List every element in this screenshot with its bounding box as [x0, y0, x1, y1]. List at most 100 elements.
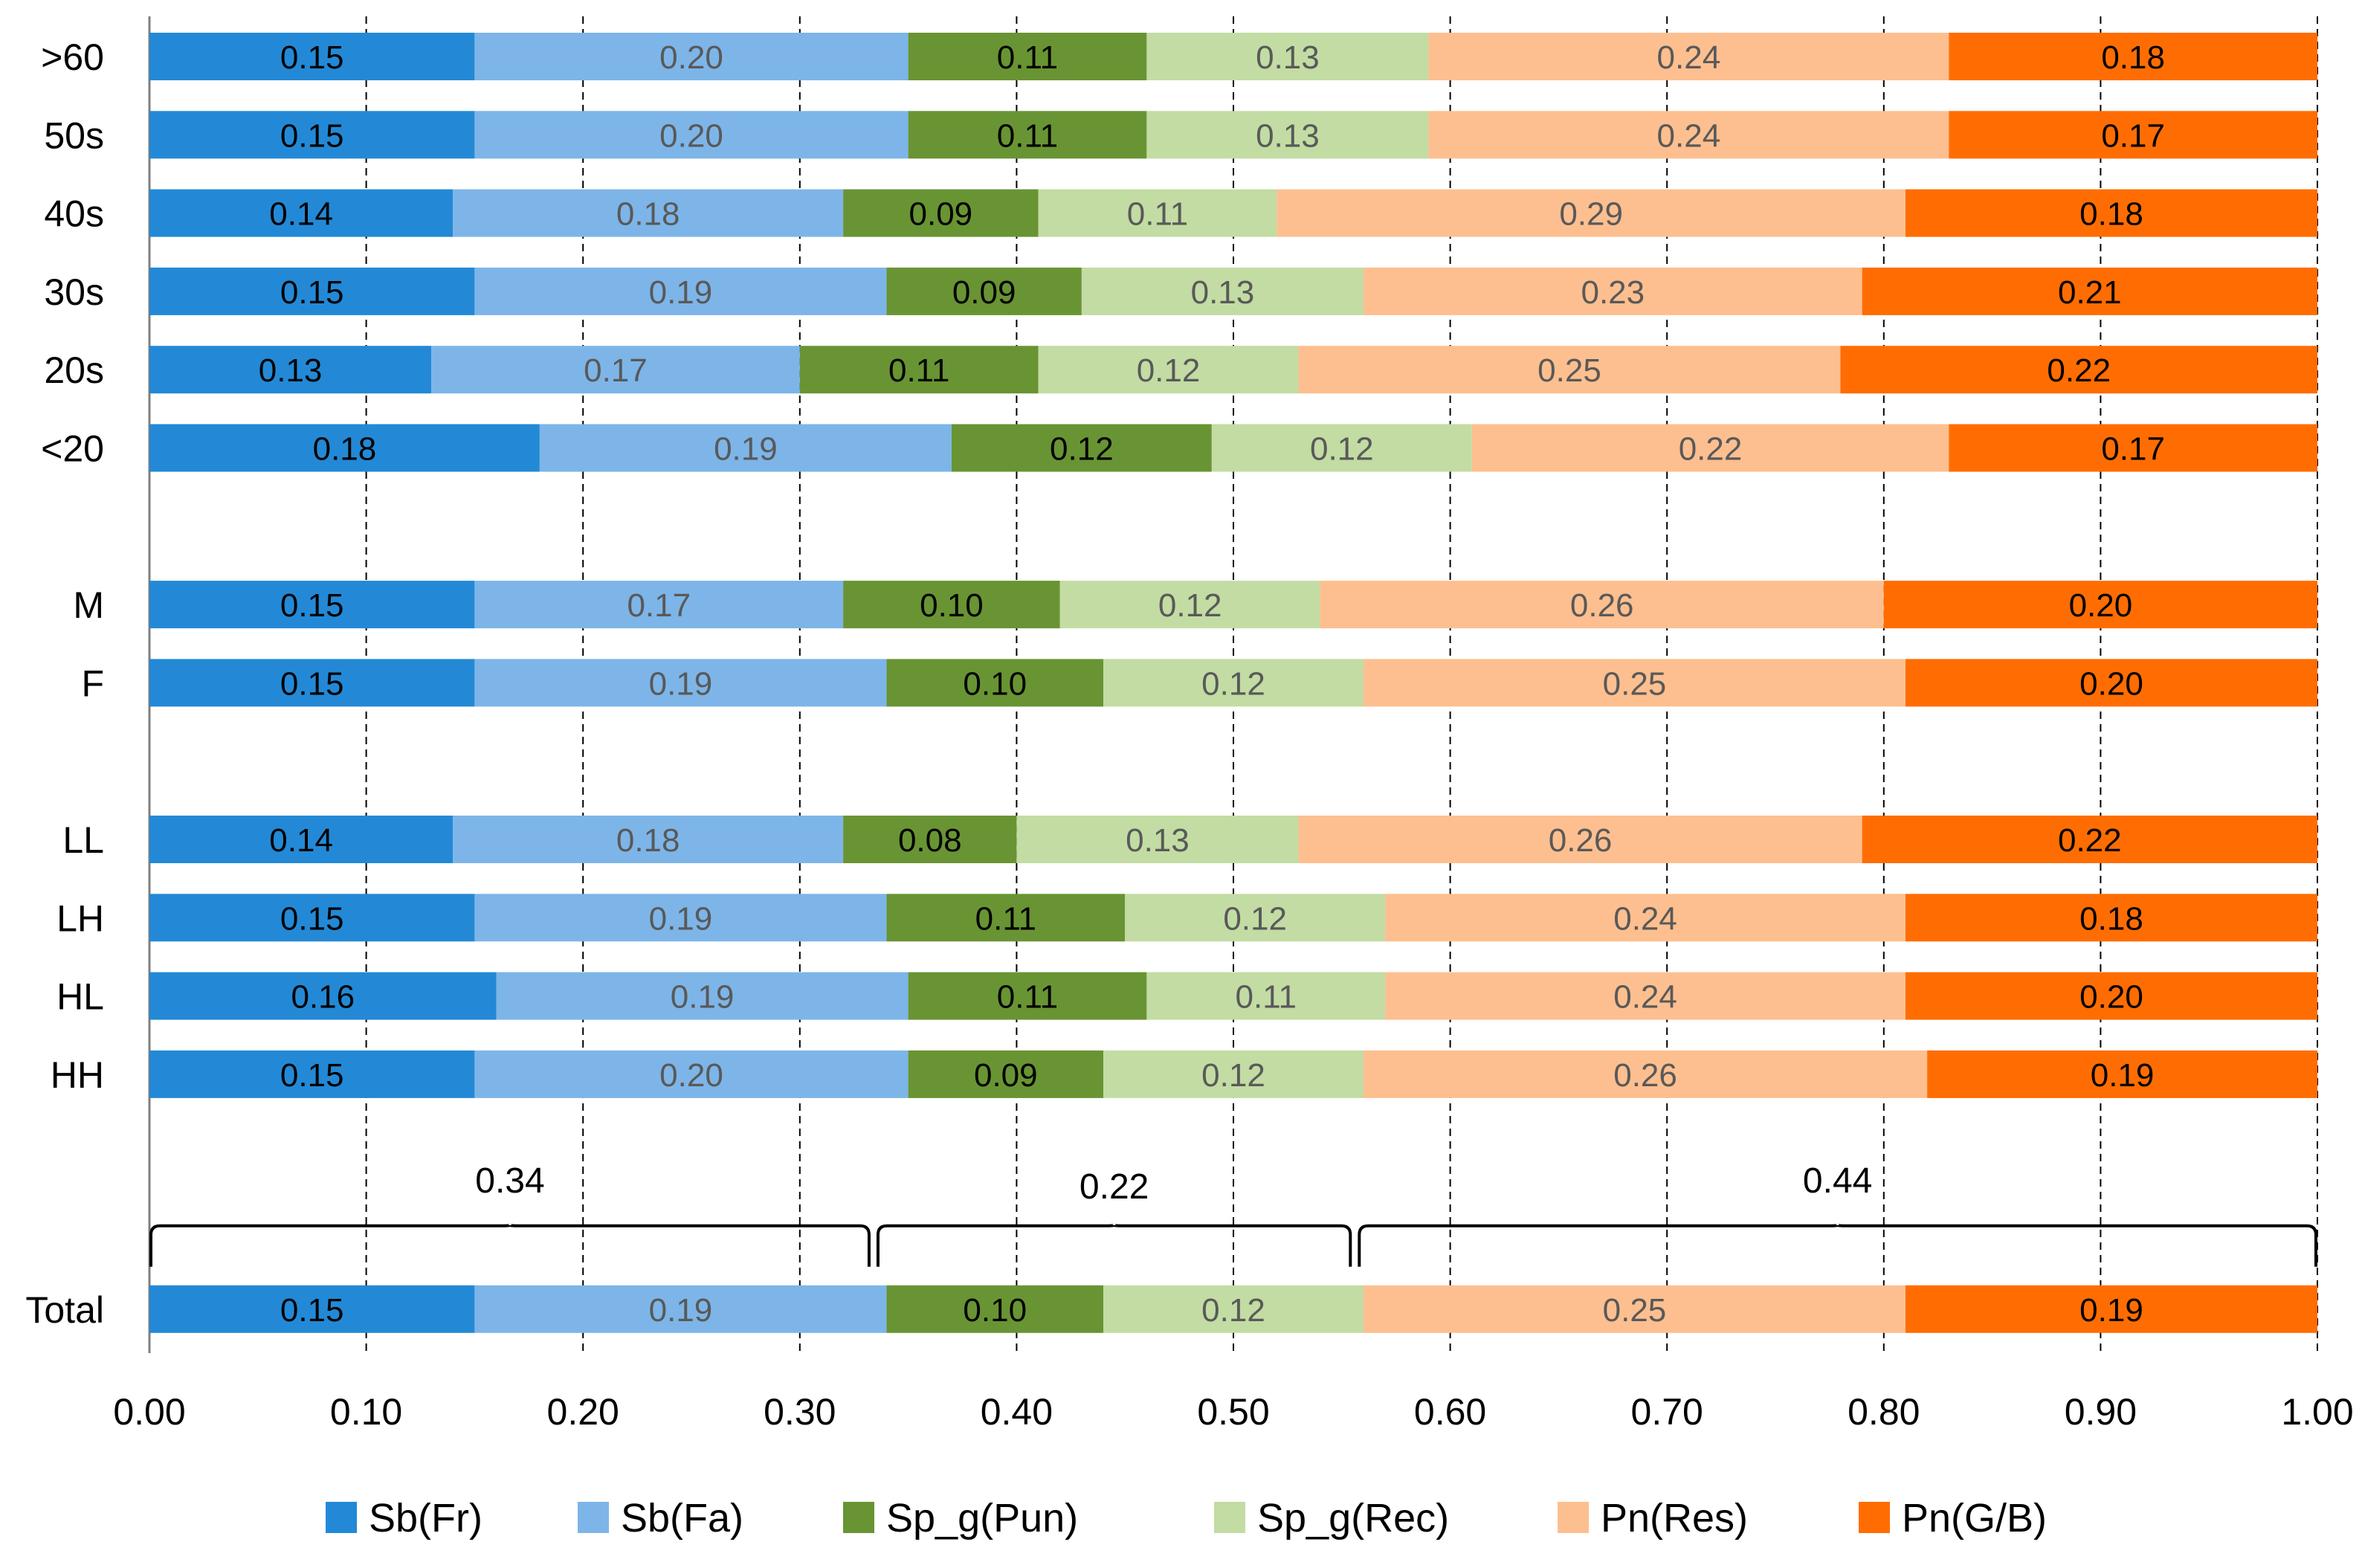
data-label-60-sb-fa: 0.20	[659, 39, 723, 76]
data-label-hl-sb-fa: 0.19	[671, 979, 735, 1016]
category-label-40s: 40s	[44, 193, 104, 235]
data-label-f-sp-g-rec: 0.12	[1201, 665, 1265, 702]
x-tick-label-0-00: 0.00	[113, 1391, 185, 1433]
bar-60-pn-res	[1428, 33, 1949, 80]
legend-label-pn-g-b: Pn(G/B)	[1902, 1496, 2047, 1540]
legend-swatch-sb-fr	[326, 1502, 357, 1533]
bar-area: 0.15 0.20 0.11 0.13 0.24 0.18 0.15 0.20 0.11 0.13…	[149, 33, 2317, 1333]
data-label-total-sb-fr: 0.15	[280, 1292, 344, 1329]
bar-20s-pn-res	[1298, 346, 1841, 394]
data-label-ll-sp-g-rec: 0.13	[1126, 822, 1190, 859]
data-label-lh-sp-g-rec: 0.12	[1223, 900, 1287, 937]
data-label-hh-sp-g-rec: 0.12	[1201, 1057, 1265, 1094]
bar-50s-sb-fa	[474, 111, 909, 159]
bar-m-pn-g-b	[1883, 581, 2317, 629]
bar-20s-sp-g-rec	[1038, 346, 1299, 394]
data-label-40s-sp-g-pun: 0.09	[909, 196, 973, 233]
data-label-40s-sp-g-rec: 0.11	[1127, 196, 1188, 233]
x-tick-label-0-80: 0.80	[1848, 1391, 1920, 1433]
axis-labels: 0.00 0.10 0.20 0.30 0.40 0.50 0.60 0.70 0.80 0.90…	[25, 36, 2353, 1433]
category-label-ll: LL	[62, 819, 104, 861]
bar-30s-sp-g-rec	[1081, 267, 1364, 315]
data-label-40s-pn-res: 0.29	[1559, 196, 1623, 233]
x-tick-label-0-90: 0.90	[2065, 1391, 2137, 1433]
data-label-60-sb-fr: 0.15	[280, 39, 344, 76]
bar-lh-sb-fr	[149, 894, 475, 942]
bar-50s-sp-g-rec	[1146, 111, 1429, 159]
data-label-60-sp-g-rec: 0.13	[1256, 39, 1320, 76]
legend: Sb(Fr) Sb(Fa) Sp_g(Pun) Sp_g(Rec) Pn(Res) Pn(…	[326, 1496, 2047, 1540]
x-tick-label-0-40: 0.40	[981, 1391, 1053, 1433]
data-label-hl-sp-g-pun: 0.11	[997, 979, 1058, 1016]
bar-40s-sp-g-pun	[843, 189, 1039, 237]
bar-ll-sp-g-rec	[1016, 816, 1299, 863]
x-tick-label-0-10: 0.10	[330, 1391, 402, 1433]
bar-lh-sp-g-pun	[886, 894, 1126, 942]
data-label-20-sp-g-rec: 0.12	[1310, 431, 1374, 468]
bar-20-sp-g-rec	[1211, 424, 1472, 472]
data-label-60-sp-g-pun: 0.11	[997, 39, 1058, 76]
category-label-hl: HL	[57, 976, 104, 1018]
data-label-ll-pn-g-b: 0.22	[2058, 822, 2122, 859]
data-label-lh-pn-g-b: 0.18	[2079, 900, 2143, 937]
legend-label-sb-fa: Sb(Fa)	[621, 1496, 743, 1540]
x-tick-label-0-50: 0.50	[1197, 1391, 1269, 1433]
x-tick-label-1-00: 1.00	[2281, 1391, 2353, 1433]
data-label-total-sb-fa: 0.19	[649, 1292, 713, 1329]
bar-30s-sb-fr	[149, 267, 475, 315]
bar-ll-sb-fr	[149, 816, 454, 863]
bar-hh-sp-g-pun	[908, 1050, 1104, 1098]
data-label-m-pn-g-b: 0.20	[2069, 587, 2133, 624]
data-label-f-sb-fr: 0.15	[280, 665, 344, 702]
data-label-50s-sb-fr: 0.15	[280, 117, 344, 154]
data-label-20-pn-res: 0.22	[1679, 431, 1743, 468]
bar-hh-pn-g-b	[1927, 1050, 2317, 1098]
data-label-lh-pn-res: 0.24	[1613, 900, 1677, 937]
bar-30s-sb-fa	[474, 267, 887, 315]
bar-f-sb-fa	[474, 659, 887, 707]
bar-f-sb-fr	[149, 659, 475, 707]
data-label-hl-sp-g-rec: 0.11	[1236, 979, 1297, 1016]
legend-swatch-sp-g-pun	[843, 1502, 874, 1533]
bar-hl-sp-g-pun	[908, 972, 1147, 1020]
legend-label-sp-g-rec: Sp_g(Rec)	[1257, 1496, 1449, 1540]
data-label-hl-pn-res: 0.24	[1613, 979, 1677, 1016]
bar-40s-sb-fa	[453, 189, 844, 237]
bar-f-sp-g-rec	[1103, 659, 1364, 707]
bar-hl-pn-g-b	[1905, 972, 2317, 1020]
category-label-hh: HH	[51, 1054, 104, 1096]
data-label-20s-pn-g-b: 0.22	[2047, 352, 2111, 389]
data-label-50s-sb-fa: 0.20	[659, 117, 723, 154]
data-label-20-sb-fa: 0.19	[714, 431, 778, 468]
data-label-20s-sp-g-rec: 0.12	[1137, 352, 1201, 389]
x-tick-label-0-30: 0.30	[764, 1391, 836, 1433]
data-label-30s-sb-fr: 0.15	[280, 274, 344, 311]
data-label-m-sb-fr: 0.15	[280, 587, 344, 624]
category-label-30s: 30s	[44, 271, 104, 313]
legend-swatch-sp-g-rec	[1214, 1502, 1245, 1533]
bar-m-pn-res	[1320, 581, 1884, 629]
bar-ll-pn-res	[1298, 816, 1862, 863]
category-label-m: M	[73, 584, 104, 626]
data-label-m-sb-fa: 0.17	[627, 587, 691, 624]
bar-60-sb-fr	[149, 33, 475, 80]
data-label-ll-pn-res: 0.26	[1549, 822, 1613, 859]
data-label-40s-sb-fa: 0.18	[616, 196, 680, 233]
x-tick-label-0-20: 0.20	[547, 1391, 619, 1433]
data-label-m-pn-res: 0.26	[1570, 587, 1634, 624]
category-label-60: >60	[41, 36, 104, 78]
bar-20s-pn-g-b	[1840, 346, 2317, 394]
bar-f-sp-g-pun	[886, 659, 1104, 707]
bar-20s-sb-fr	[149, 346, 432, 394]
data-label-total-pn-g-b: 0.19	[2079, 1292, 2143, 1329]
data-label-20-sb-fr: 0.18	[313, 431, 377, 468]
data-label-30s-pn-res: 0.23	[1581, 274, 1645, 311]
brace-annotations: 0.34 0.22 0.44	[149, 1161, 2317, 1267]
data-label-f-pn-res: 0.25	[1603, 665, 1667, 702]
data-label-total-sp-g-pun: 0.10	[963, 1292, 1027, 1329]
data-label-20s-sb-fr: 0.13	[259, 352, 323, 389]
bar-50s-sb-fr	[149, 111, 475, 159]
bar-hl-sp-g-rec	[1146, 972, 1386, 1020]
bar-f-pn-g-b	[1905, 659, 2317, 707]
